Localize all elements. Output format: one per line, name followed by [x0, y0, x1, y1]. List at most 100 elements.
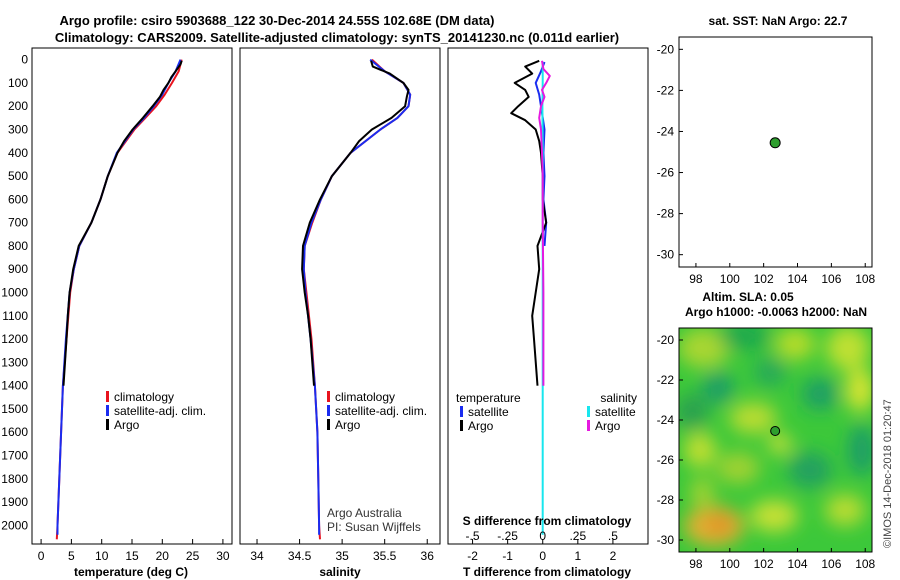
x-tick-label: 10	[95, 549, 109, 563]
series-line-salinity-argo	[538, 60, 551, 386]
lat-tick-label: -30	[657, 248, 675, 262]
lon-tick-label: 98	[689, 272, 703, 286]
series-line-satellite-adj-clim-	[56, 59, 182, 535]
lat-tick-label: -26	[657, 453, 675, 467]
imos-stamp: ©IMOS 14-Dec-2018 01:20:47	[882, 399, 894, 548]
depth-tick-label: 400	[8, 146, 28, 160]
lat-tick-label: -20	[657, 333, 675, 347]
lon-tick-label: 102	[754, 272, 774, 286]
legend-swatch-t-argo	[460, 420, 463, 431]
legend-swatch-s-argo	[587, 420, 590, 431]
x-tick-label: -2	[467, 549, 478, 563]
altimetry-map-frame	[678, 327, 873, 553]
credit-pi: PI: Susan Wijffels	[327, 520, 421, 534]
x-tick-label: 30	[216, 549, 230, 563]
argo-float-position	[770, 426, 781, 436]
temperature-legend: climatology satellite-adj. clim. Argo	[106, 390, 206, 432]
salinity-axis-ticks: 34 34.5 35 35.5 36	[250, 539, 434, 563]
depth-tick-label: 200	[8, 99, 28, 113]
difference-series	[510, 59, 551, 535]
location-map-points	[769, 137, 781, 149]
argo-float-position	[769, 137, 781, 149]
legend-swatch-satellite	[106, 405, 109, 416]
depth-tick-label: 1700	[1, 449, 28, 463]
location-map: sat. SST: NaN Argo: 22.7 98 100 102 104 106 1…	[657, 14, 876, 286]
lat-tick-label: -24	[657, 413, 675, 427]
s-tick-label: .25	[569, 529, 586, 543]
legend-swatch-argo	[327, 419, 330, 430]
x-tick-label: 0	[38, 549, 45, 563]
location-map-ticks: 98 100 102 104 106 108 -20 -22 -24 -26 -28 -30	[657, 42, 876, 286]
depth-tick-label: 300	[8, 123, 28, 137]
depth-tick-label: 1900	[1, 495, 28, 509]
depth-tick-label: 2000	[1, 518, 28, 532]
depth-tick-label: 1800	[1, 472, 28, 486]
depth-tick-label: 1500	[1, 402, 28, 416]
legend-swatch-s-satellite	[587, 406, 590, 417]
x-tick-label: 5	[68, 549, 75, 563]
x-tick-label: 34	[250, 549, 264, 563]
lat-tick-label: -28	[657, 493, 675, 507]
legend-label-satellite: satellite-adj. clim.	[114, 404, 206, 418]
depth-tick-label: 1200	[1, 332, 28, 346]
s-difference-axis-label: S difference from climatology	[463, 514, 632, 528]
series-line-argo	[62, 60, 183, 386]
s-tick-label: 0	[539, 529, 546, 543]
lon-tick-label: 106	[821, 557, 841, 571]
x-tick-label: -1	[502, 549, 513, 563]
s-difference-axis-ticks: -.5 -.25 0 .25 .5	[466, 529, 619, 543]
depth-tick-label: 1600	[1, 425, 28, 439]
x-tick-label: 0	[539, 549, 546, 563]
lon-tick-label: 106	[821, 272, 841, 286]
altimetry-map-points	[770, 426, 781, 436]
lon-tick-label: 102	[754, 557, 774, 571]
temperature-panel: 0100200300400500600700800900100011001200…	[1, 47, 233, 579]
s-tick-label: .5	[608, 529, 618, 543]
x-tick-label: 1	[574, 549, 581, 563]
depth-tick-label: 800	[8, 239, 28, 253]
location-map-frame	[678, 36, 873, 268]
x-tick-label: 35	[335, 549, 349, 563]
legend-label-climatology: climatology	[114, 390, 174, 404]
difference-panel: -2 -1 0 1 2 temperature salinity satellite A…	[447, 47, 649, 579]
altimetry-heatmap	[679, 328, 872, 552]
legend-label-s-argo: Argo	[595, 419, 621, 433]
legend-label-satellite: satellite-adj. clim.	[335, 404, 427, 418]
legend-swatch-satellite	[327, 405, 330, 416]
lat-tick-label: -24	[657, 124, 675, 138]
x-tick-label: 20	[156, 549, 170, 563]
lon-tick-label: 104	[787, 557, 807, 571]
altimetry-map: Altim. SLA: 0.05 Argo h1000: -0.0063 h20…	[657, 290, 876, 571]
depth-tick-label: 1400	[1, 379, 28, 393]
lon-tick-label: 100	[720, 557, 740, 571]
temperature-axis-ticks: 0 5 10 15 20 25 30	[38, 539, 230, 563]
altimetry-map-subtitle: Argo h1000: -0.0063 h2000: NaN	[685, 305, 867, 319]
depth-tick-label: 1300	[1, 355, 28, 369]
altimetry-map-ticks: 98 100 102 104 106 108 -20 -22 -24 -26 -28 -30	[657, 333, 876, 571]
legend-swatch-t-satellite	[460, 406, 463, 417]
temperature-axis-label: temperature (deg C)	[74, 565, 188, 579]
salinity-series	[301, 58, 412, 540]
series-line-temperature-argo	[510, 59, 548, 386]
legend-label-t-argo: Argo	[468, 419, 494, 433]
legend-swatch-climatology	[106, 391, 109, 402]
lat-tick-label: -22	[657, 83, 675, 97]
temperature-plot-frame	[31, 47, 233, 545]
series-line-satellite-adj-clim-	[302, 58, 412, 535]
figure-title-line2: Climatology: CARS2009. Satellite-adjuste…	[55, 30, 619, 45]
difference-legend: temperature salinity satellite Argo sate…	[456, 391, 637, 433]
depth-tick-label: 700	[8, 216, 28, 230]
x-tick-label: 36	[421, 549, 435, 563]
lat-tick-label: -30	[657, 533, 675, 547]
temperature-series	[55, 59, 183, 540]
depth-tick-label: 1100	[2, 309, 28, 323]
legend-swatch-climatology	[327, 391, 330, 402]
salinity-axis-label: salinity	[319, 565, 361, 579]
series-line-argo	[301, 60, 410, 386]
lat-tick-label: -28	[657, 207, 675, 221]
legend-label-t-satellite: satellite	[468, 405, 509, 419]
lon-tick-label: 98	[689, 557, 703, 571]
lat-tick-label: -26	[657, 166, 675, 180]
s-tick-label: -.5	[466, 529, 480, 543]
